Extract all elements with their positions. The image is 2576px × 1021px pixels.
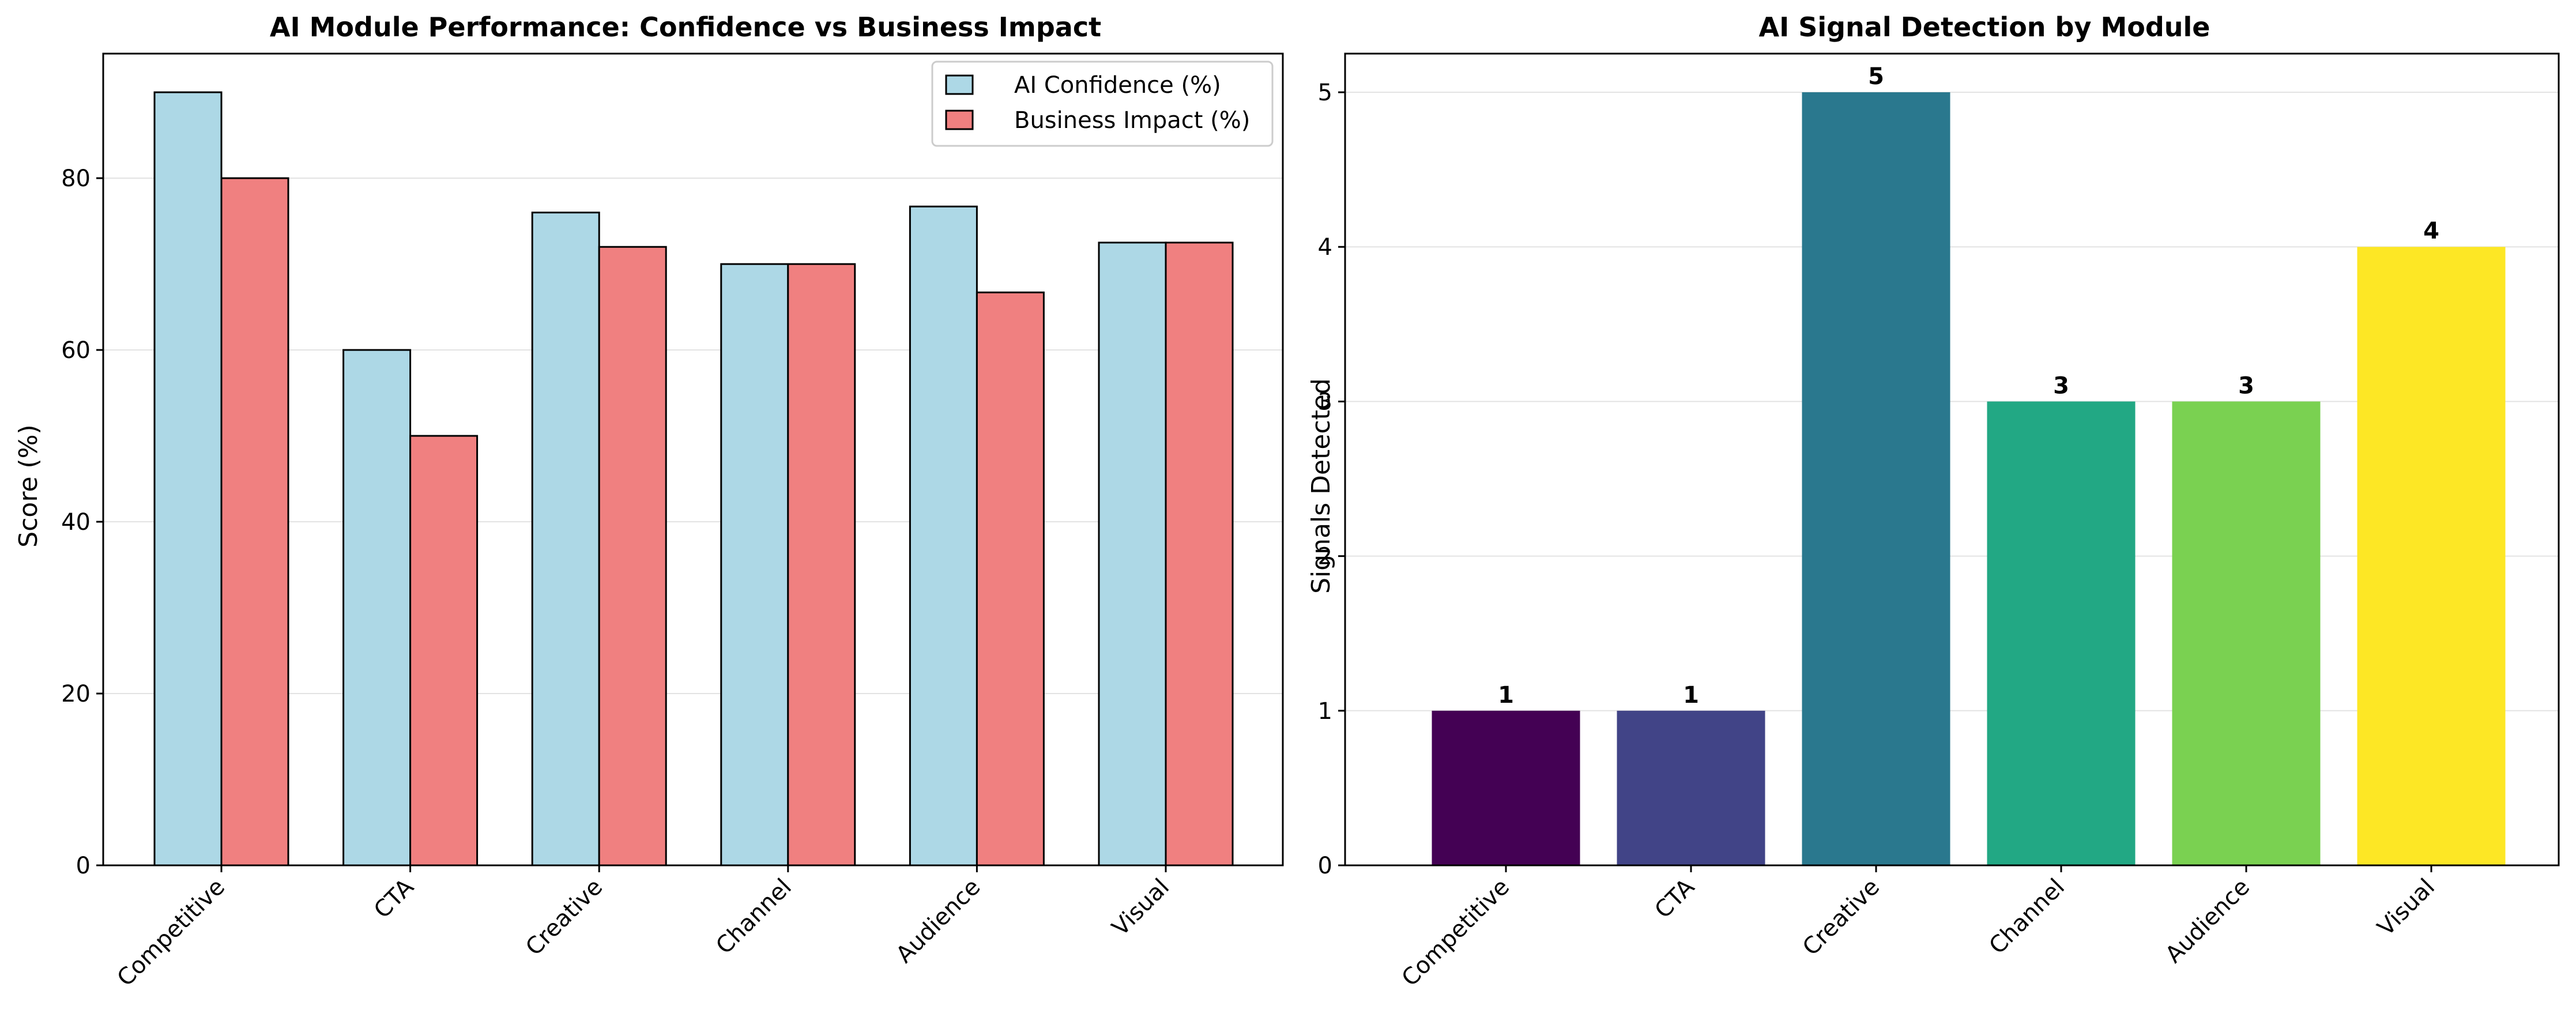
left-chart-title: AI Module Performance: Confidence vs Bus… [270,12,1101,43]
right-y-ticks: 0 1 2 3 4 5 [1318,80,1345,879]
left-x-tick-label: Channel [711,874,797,960]
left-y-axis-label: Score (%) [14,424,43,547]
right-data-labels: 1 1 5 3 3 4 [1498,63,2439,709]
signal-detection-chart: AI Signal Detection by Module Signals De… [1306,12,2560,992]
signal-bar-channel [1987,401,2136,865]
signal-data-label-audience: 3 [2238,372,2254,399]
bar-business-impact-channel [787,263,856,866]
legend-label-confidence: AI Confidence (%) [1014,72,1221,99]
signal-bar-cta [1617,710,1765,865]
left-x-tick-label: Audience [891,874,986,969]
left-x-tick-label: Visual [1107,874,1174,941]
left-x-tick-label: Creative [521,874,608,961]
right-y-tick-label: 0 [1318,853,1332,879]
right-y-axis-label: Signals Detected [1306,378,1336,594]
left-y-tick-label: 60 [61,337,91,364]
right-x-tick-label: Creative [1798,874,1885,961]
bar-business-impact-visual [1165,242,1234,866]
left-y-tick-label: 80 [61,165,91,192]
right-y-tick-label: 2 [1318,544,1332,570]
left-y-tick-label: 0 [76,853,91,879]
right-y-tick-label: 3 [1318,389,1332,415]
right-chart-title: AI Signal Detection by Module [1758,12,2210,43]
right-y-tick-label: 1 [1318,698,1332,725]
right-x-tick-label: CTA [1649,873,1700,924]
signal-bar-creative [1802,92,1950,866]
right-x-ticks: Competitive CTA Creative Channel Audience Vis… [1397,865,2440,992]
signal-bar-visual [2357,247,2506,866]
right-x-tick-label: Channel [1984,874,2070,960]
legend-swatch-impact [945,110,974,130]
signal-bar-audience [2172,401,2321,865]
left-x-tick-label: CTA [369,873,419,924]
left-x-tick-label: Competitive [112,874,231,992]
right-x-tick-label: Visual [2372,874,2440,941]
left-y-tick-label: 40 [61,509,91,536]
signal-data-label-competitive: 1 [1498,682,1514,709]
bar-ai-confidence-competitive [153,91,223,866]
legend-label-impact: Business Impact (%) [1014,107,1250,134]
signal-data-label-cta: 1 [1683,682,1699,709]
signal-data-label-visual: 4 [2423,218,2439,244]
right-y-tick-label: 4 [1318,234,1332,261]
bar-ai-confidence-visual [1098,242,1167,866]
bar-ai-confidence-cta [342,349,412,866]
signal-data-label-channel: 3 [2053,372,2069,399]
signal-data-label-creative: 5 [1868,63,1884,90]
legend-frame [931,61,1274,147]
left-y-ticks: 0 20 40 60 80 [61,165,103,879]
left-x-ticks: Competitive CTA Creative Channel Audience Vis… [112,865,1174,992]
bar-business-impact-audience [976,291,1045,866]
right-x-tick-label: Competitive [1397,874,1515,992]
bar-ai-confidence-creative [531,212,600,866]
bar-ai-confidence-channel [720,263,789,866]
confidence-impact-chart: AI Module Performance: Confidence vs Bus… [14,12,1284,992]
bar-ai-confidence-audience [909,205,978,866]
legend: AI Confidence (%) Business Impact (%) [931,61,1274,147]
bar-business-impact-cta [409,435,479,866]
legend-swatch-confidence [945,74,974,95]
left-bars [153,91,1234,866]
left-y-tick-label: 20 [61,681,91,707]
bar-business-impact-creative [598,246,667,866]
bar-business-impact-competitive [220,177,289,866]
right-y-tick-label: 5 [1318,80,1332,106]
left-plot-frame [102,52,1284,866]
right-plot-frame [1344,52,2560,866]
right-bars [1432,92,2506,866]
signal-bar-competitive [1432,710,1580,865]
right-x-tick-label: Audience [2160,874,2255,969]
